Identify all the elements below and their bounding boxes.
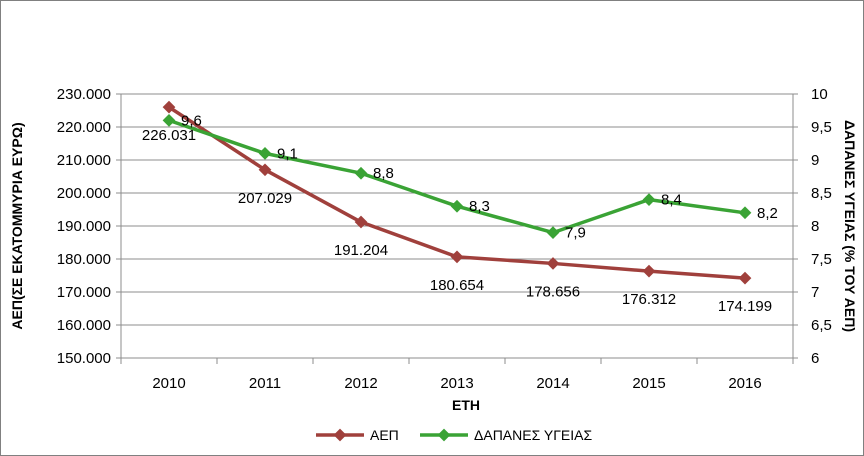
data-label: 8,4: [661, 192, 682, 209]
data-label: 226.031: [142, 127, 196, 144]
y-right-tick-label: 8: [811, 218, 819, 235]
data-labels-layer: 226.031 207.029 191.204 180.654 178.656 176.3…: [142, 112, 778, 315]
x-axis-ticks: 2010 2011 2012 2013 2014 2015 2016: [152, 375, 761, 392]
data-point-marker: [162, 114, 176, 127]
legend-label-gdp: ΑΕΠ: [370, 427, 399, 443]
data-label: 8,8: [373, 165, 394, 182]
y-left-tick-label: 150.000: [57, 350, 111, 367]
y-right-tick-label: 9: [811, 152, 819, 169]
data-point-marker: [642, 264, 656, 278]
data-label: 9,6: [181, 112, 202, 129]
legend-marker: [437, 428, 451, 442]
series-line-health-spending: [168, 118, 746, 235]
data-label: 178.656: [526, 283, 580, 300]
y-left-tick-label: 210.000: [57, 152, 111, 169]
data-label: 8,3: [469, 198, 490, 215]
axes: [116, 93, 798, 364]
right-axis-ticks: 6 6,5 7 7,5 8 8,5 9 9,5 10: [811, 86, 832, 367]
y-left-tick-label: 190.000: [57, 218, 111, 235]
data-label: 7,9: [565, 225, 586, 242]
data-point-marker: [546, 226, 560, 239]
x-tick-label: 2011: [249, 375, 281, 392]
data-label: 8,2: [757, 205, 778, 222]
x-axis-title: ΕΤΗ: [452, 397, 480, 413]
y-right-tick-label: 10: [811, 86, 828, 103]
data-point-marker: [738, 271, 752, 285]
x-tick-label: 2014: [536, 375, 569, 392]
data-label: 180.654: [430, 277, 484, 294]
y-right-tick-label: 9,5: [811, 119, 832, 136]
x-tick-label: 2015: [632, 375, 665, 392]
y-left-tick-label: 160.000: [57, 317, 111, 334]
x-tick-label: 2016: [728, 375, 761, 392]
data-label: 176.312: [622, 291, 676, 308]
y-left-tick-label: 180.000: [57, 251, 111, 268]
data-point-marker: [450, 250, 464, 264]
gridlines: [121, 93, 793, 359]
y-right-tick-label: 7,5: [811, 251, 832, 268]
y-right-tick-label: 8,5: [811, 185, 832, 202]
legend: ΑΕΠ ΔΑΠΑΝΕΣ ΥΓΕΙΑΣ: [316, 427, 592, 443]
x-tick-label: 2012: [344, 375, 377, 392]
data-label: 191.204: [334, 242, 388, 259]
y-left-tick-label: 200.000: [57, 185, 111, 202]
y-right-tick-label: 7: [811, 284, 819, 301]
data-point-marker: [258, 147, 272, 160]
x-tick-label: 2010: [152, 375, 185, 392]
data-point-marker: [354, 215, 368, 229]
data-point-marker: [162, 100, 176, 114]
y-left-tick-label: 170.000: [57, 284, 111, 301]
y-right-tick-label: 6,5: [811, 317, 832, 334]
data-point-marker: [642, 193, 656, 206]
x-tick-label: 2013: [440, 375, 473, 392]
data-point-marker: [450, 199, 464, 213]
data-label: 9,1: [277, 145, 298, 162]
data-point-marker: [258, 163, 272, 177]
legend-label-health-spending: ΔΑΠΑΝΕΣ ΥΓΕΙΑΣ: [474, 427, 592, 443]
y-axis-right-title: ΔΑΠΑΝΕΣ ΥΓΕΙΑΣ (% ΤΟΥ ΑΕΠ): [842, 120, 858, 332]
y-axis-left-title: ΑΕΠ(ΣΕ ΕΚΑΤΟΜΜΥΡΙΑ ΕΥΡΩ): [9, 122, 25, 329]
data-label: 207.029: [238, 190, 292, 207]
data-label: 174.199: [718, 298, 772, 315]
y-right-tick-label: 6: [811, 350, 819, 367]
series-layer: [162, 100, 752, 285]
y-left-tick-label: 220.000: [57, 119, 111, 136]
left-axis-ticks: 150.000 160.000 170.000 180.000 190.000 200.0…: [57, 86, 111, 367]
y-left-tick-label: 230.000: [57, 86, 111, 103]
data-point-marker: [738, 206, 752, 220]
data-point-marker: [354, 166, 368, 180]
legend-marker: [333, 428, 347, 442]
